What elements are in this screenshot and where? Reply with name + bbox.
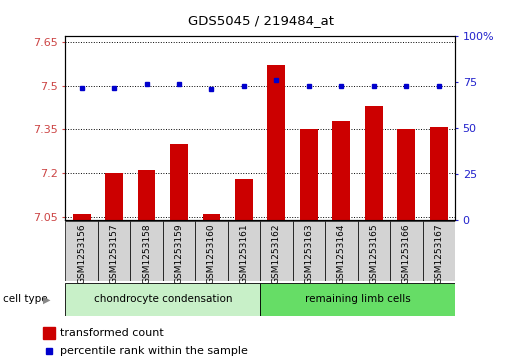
- Bar: [293, 221, 325, 281]
- Bar: [430, 126, 448, 220]
- Bar: [73, 214, 90, 220]
- Bar: [228, 221, 260, 281]
- Text: chondrocyte condensation: chondrocyte condensation: [94, 294, 232, 305]
- Text: GSM1253158: GSM1253158: [142, 224, 151, 285]
- Bar: [397, 130, 415, 220]
- Bar: [423, 221, 455, 281]
- Bar: [390, 221, 423, 281]
- Bar: [267, 65, 286, 220]
- Bar: [163, 221, 195, 281]
- Bar: [105, 173, 123, 220]
- Text: GDS5045 / 219484_at: GDS5045 / 219484_at: [188, 15, 335, 28]
- Text: GSM1253160: GSM1253160: [207, 224, 216, 285]
- Bar: [43, 327, 55, 339]
- Text: GSM1253167: GSM1253167: [434, 224, 444, 285]
- Text: GSM1253159: GSM1253159: [175, 224, 184, 285]
- Text: transformed count: transformed count: [60, 328, 164, 338]
- Bar: [365, 106, 383, 220]
- Bar: [138, 170, 155, 220]
- Bar: [65, 283, 260, 316]
- Bar: [130, 221, 163, 281]
- Text: GSM1253163: GSM1253163: [304, 224, 313, 285]
- Text: GSM1253165: GSM1253165: [369, 224, 378, 285]
- Bar: [202, 214, 220, 220]
- Bar: [260, 221, 293, 281]
- Text: GSM1253164: GSM1253164: [337, 224, 346, 284]
- Text: GSM1253162: GSM1253162: [272, 224, 281, 284]
- Bar: [98, 221, 130, 281]
- Text: remaining limb cells: remaining limb cells: [305, 294, 411, 305]
- Bar: [65, 221, 98, 281]
- Bar: [300, 130, 318, 220]
- Bar: [195, 221, 228, 281]
- Bar: [235, 179, 253, 220]
- Bar: [260, 283, 455, 316]
- Text: GSM1253161: GSM1253161: [240, 224, 248, 285]
- Bar: [333, 121, 350, 220]
- Text: GSM1253156: GSM1253156: [77, 224, 86, 285]
- Text: GSM1253166: GSM1253166: [402, 224, 411, 285]
- Bar: [358, 221, 390, 281]
- Text: percentile rank within the sample: percentile rank within the sample: [60, 346, 248, 356]
- Bar: [325, 221, 358, 281]
- Text: GSM1253157: GSM1253157: [110, 224, 119, 285]
- Bar: [170, 144, 188, 220]
- Text: ▶: ▶: [43, 294, 51, 305]
- Text: cell type: cell type: [3, 294, 47, 305]
